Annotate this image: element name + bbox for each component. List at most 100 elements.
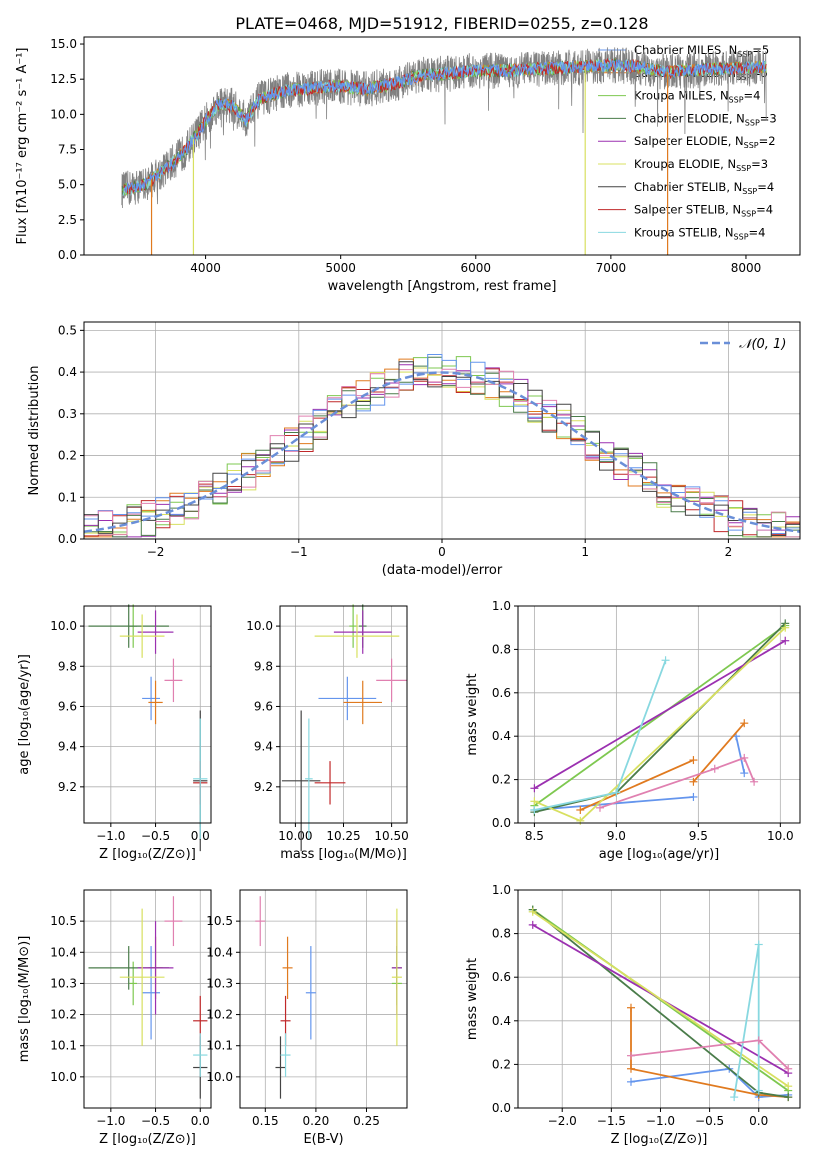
model-spectrum [121, 57, 767, 196]
tick-label-x: 10.25 [326, 829, 360, 843]
y-axis-label: Normed distribution [27, 366, 42, 496]
weight_vs_Z-axes: −2.0 −1.5 −1.0 −0.5 0.0 0.0 0.2 0.4 0.6 0.8 1.0 Z [… [465, 883, 800, 1147]
legend-suffix: =3 [760, 111, 777, 125]
tick-label-x: 0.0 [191, 1114, 210, 1128]
y-axis-label: age [log₁₀(age/yr)] [17, 654, 32, 775]
tick-label-y: 15.0 [50, 37, 77, 51]
legend-suffix: =4 [749, 225, 766, 239]
tick-label-y: 10.2 [206, 1008, 233, 1022]
tick-label-x: 0.20 [303, 1114, 330, 1128]
tick-label-y: 0.4 [58, 365, 77, 379]
tick-label-x: 0.25 [353, 1114, 380, 1128]
age_vs_mass-crosses [281, 604, 407, 852]
tick-label-x: 8.5 [525, 829, 544, 843]
tick-label-x: 2 [725, 545, 733, 559]
tick-label-y: 0.6 [492, 970, 511, 984]
legend-sub: SSP [729, 96, 744, 105]
tick-label-x: 0 [438, 545, 446, 559]
legend-entry: Kroupa STELIB, NSSP=4 [634, 225, 765, 241]
legend-entry: Salpeter ELODIE, NSSP=2 [634, 134, 776, 150]
tick-label-y: 9.6 [254, 699, 273, 713]
tick-label-x: −1.0 [646, 1114, 675, 1128]
mass_vs_Z-axes: −1.0 −0.5 0.0 10.0 10.1 10.2 10.3 10.4 10.5 Z [lo… [17, 890, 211, 1147]
tick-label-y: 9.8 [58, 659, 77, 673]
tick-label-y: 10.4 [50, 945, 77, 959]
axes-frame [83, 36, 801, 256]
tick-label-x: −0.5 [695, 1114, 724, 1128]
tick-label-y: 0.0 [492, 816, 511, 830]
tick-label-x: 0.15 [252, 1114, 279, 1128]
weight-line [533, 639, 786, 790]
age_vs_Z-axes: −1.0 −0.5 0.09.29.49.69.810.0Z [log₁₀(Z/Z⊙… [17, 606, 211, 862]
legend-suffix: =3 [751, 157, 768, 171]
tick-label-y: 10.1 [50, 1039, 77, 1053]
tick-label-y: 0.1 [58, 490, 77, 504]
tick-label-y: 10.3 [206, 976, 233, 990]
tick-label-y: 5.0 [58, 178, 77, 192]
legend-label: Chabrier MILES, N [634, 43, 737, 57]
tick-label-y: 10.0 [50, 1070, 77, 1084]
legend-sub: SSP [741, 210, 756, 219]
legend-label: Kroupa MILES, N [634, 89, 729, 103]
tick-label-y: 7.5 [58, 143, 77, 157]
legend-sub: SSP [744, 141, 759, 150]
weight-line [599, 756, 755, 809]
age_vs_mass-axes: 10.00 10.25 10.50 9.2 9.4 9.6 9.8 10.0 mass [log… [246, 606, 409, 862]
tick-label-y: 9.6 [58, 699, 77, 713]
tick-label-x: 6000 [461, 261, 492, 275]
legend-sub: SSP [742, 187, 757, 196]
tick-label-y: 10.5 [206, 914, 233, 928]
legend-suffix: =4 [757, 180, 774, 194]
tick-label-y: 10.0 [246, 619, 273, 633]
tick-label-x: 1 [581, 545, 589, 559]
tick-label-x: −1.5 [597, 1114, 626, 1128]
mass_vs_Z-crosses [88, 896, 208, 1099]
mass_vs_ebv-crosses [255, 896, 402, 1099]
x-axis-label: wavelength [Angstrom, rest frame] [328, 279, 557, 294]
legend-entry: Chabrier MILES, NSSP=5 [634, 43, 769, 59]
tick-label-y: 0.2 [58, 449, 77, 463]
tick-label-x: 9.0 [607, 829, 626, 843]
weight_vs_Z-lines [528, 905, 793, 1102]
tick-label-y: 0.3 [58, 407, 77, 421]
tick-label-y: 10.0 [50, 107, 77, 121]
figure-title: PLATE=0468, MJD=51912, FIBERID=0255, z=0… [235, 14, 648, 33]
legend-label: Chabrier STELIB, N [634, 180, 742, 194]
axes-frame [279, 605, 408, 824]
y-axis-label: Flux [fλ10⁻¹⁷ erg cm⁻² s⁻¹ A⁻¹] [15, 48, 30, 245]
legend-sub: SSP [736, 164, 751, 173]
tick-label-x: 5000 [325, 261, 356, 275]
tick-label-y: 0.0 [58, 248, 77, 262]
tick-label-y: 9.2 [254, 780, 273, 794]
legend-sub: SSP [745, 118, 760, 127]
legend-entry: Salpeter STELIB, NSSP=4 [634, 203, 773, 219]
legend-sub: SSP [737, 50, 752, 59]
tick-label-x: 9.5 [689, 829, 708, 843]
tick-label-x: −2 [147, 545, 165, 559]
tick-label-x: 8000 [731, 261, 762, 275]
tick-label-x: −1.0 [96, 1114, 125, 1128]
histogram-steps [83, 354, 801, 538]
legend-label: Salpeter ELODIE, N [634, 134, 744, 148]
axes-frame [83, 889, 212, 1109]
spectrum-axes: 4000 5000 6000 7000 8000 0.0 2.5 5.0 7.5 10.0 12.5… [15, 37, 761, 294]
weight_vs_age-lines [530, 619, 790, 825]
tick-label-x: −2.0 [548, 1114, 577, 1128]
tick-label-y: 0.0 [58, 532, 77, 546]
x-axis-label: Z [log₁₀(Z/Z⊙)] [611, 1132, 708, 1147]
x-axis-label: Z [log₁₀(Z/Z⊙)] [99, 847, 196, 862]
tick-label-y: 10.1 [206, 1039, 233, 1053]
tick-label-y: 10.2 [50, 1008, 77, 1022]
legend-label: Kroupa STELIB, N [634, 225, 734, 239]
y-axis-label: mass weight [465, 673, 480, 755]
tick-label-x: 10.50 [374, 829, 408, 843]
legend-sub: SSP [734, 232, 749, 241]
axes-frame [517, 605, 801, 824]
tick-label-y: 10.4 [206, 945, 233, 959]
y-axis-label: mass weight [465, 958, 480, 1040]
tick-label-y: 0.0 [492, 1101, 511, 1115]
legend-label: Chabrier ELODIE, N [634, 111, 745, 125]
